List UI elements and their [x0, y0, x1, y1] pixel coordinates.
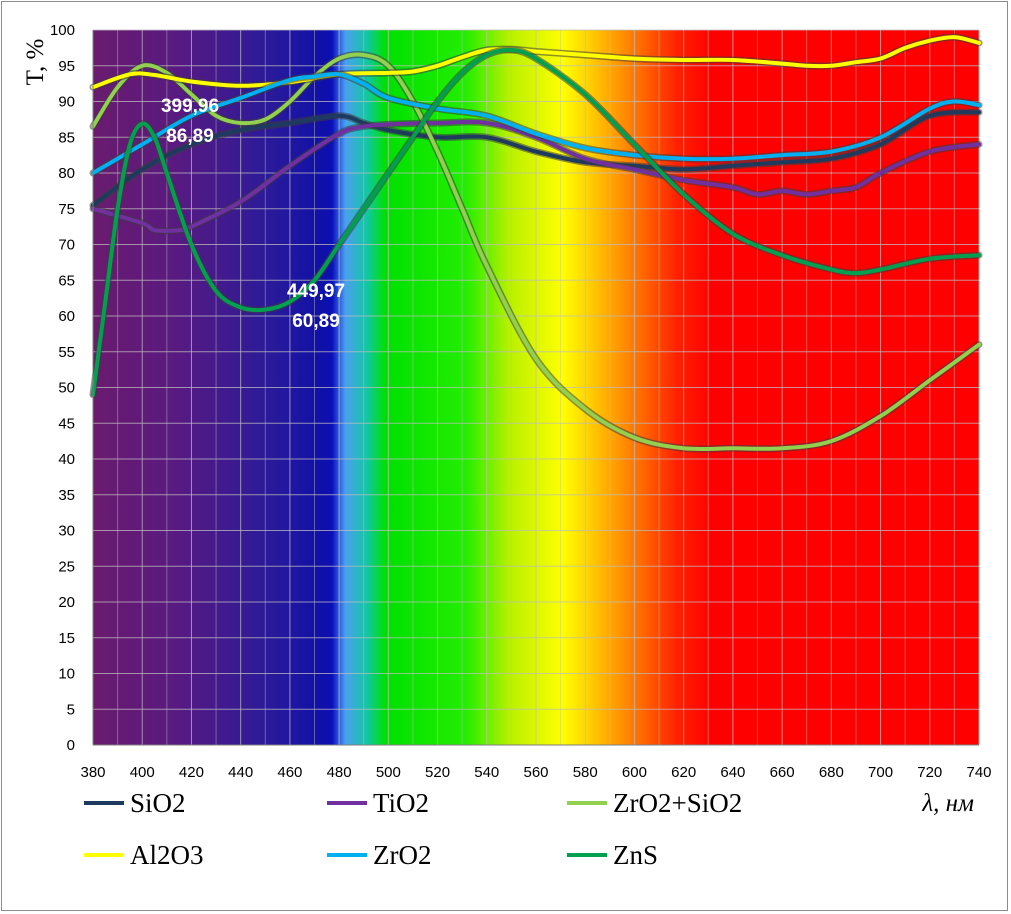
axes: 0 5 10 15 20 25 30 35 40 45 50 55 60 65 70 75 80 85 90 95 10…	[22, 22, 992, 817]
y-tick-label: 60	[58, 308, 75, 325]
legend-label-zns: ZnS	[613, 840, 658, 870]
x-tick-label: 660	[770, 764, 795, 781]
x-tick-label: 460	[277, 764, 302, 781]
y-tick-label: 45	[58, 415, 75, 432]
x-axis-title: λ, нм	[921, 790, 974, 817]
series-line-al2o3	[91, 35, 981, 90]
x-tick-label: 720	[917, 764, 942, 781]
legend-label-al2o3: Al2O3	[130, 840, 204, 870]
y-tick-label: 10	[58, 666, 75, 683]
annotation-x: 399,96	[161, 96, 219, 117]
series-line-zns	[91, 47, 981, 397]
y-tick-label: 30	[58, 523, 75, 540]
x-tick-label: 740	[966, 764, 991, 781]
y-tick-label: 15	[58, 630, 75, 647]
x-tick-label: 600	[622, 764, 647, 781]
y-tick-label: 40	[58, 451, 75, 468]
y-tick-label: 20	[58, 594, 75, 611]
x-tick-label: 580	[573, 764, 598, 781]
y-tick-label: 55	[58, 344, 75, 361]
y-tick-label: 25	[58, 558, 75, 575]
x-tick-label: 480	[327, 764, 352, 781]
y-tick-label: 65	[58, 272, 75, 289]
x-tick-label: 620	[671, 764, 696, 781]
legend-label-zro2-sio2: ZrO2+SiO2	[613, 788, 742, 818]
annotation-y: 60,89	[292, 311, 340, 332]
y-tick-label: 100	[50, 22, 75, 39]
annotation-y: 86,89	[166, 126, 214, 147]
y-tick-label: 70	[58, 237, 75, 254]
annotations: 399,96 86,89 449,97 60,89	[161, 96, 345, 332]
x-tick-label: 680	[819, 764, 844, 781]
y-tick-label: 85	[58, 129, 75, 146]
x-tick-label: 640	[720, 764, 745, 781]
x-tick-label: 420	[179, 764, 204, 781]
legend-label-tio2: TiO2	[373, 788, 429, 818]
x-tick-label: 500	[376, 764, 401, 781]
x-tick-label: 520	[425, 764, 450, 781]
series-lines	[89, 33, 983, 453]
x-tick-label: 540	[474, 764, 499, 781]
y-tick-label: 75	[58, 201, 75, 218]
legend-label-zro2: ZrO2	[373, 840, 431, 870]
y-tick-label: 0	[67, 737, 75, 754]
x-tick-label: 700	[868, 764, 893, 781]
legend: SiO2 TiO2 ZrO2+SiO2 Al2O3 ZrO2 ZnS	[84, 788, 742, 870]
y-tick-label: 80	[58, 165, 75, 182]
series-line-zro2	[91, 71, 981, 175]
x-tick-label: 560	[523, 764, 548, 781]
y-tick-label: 50	[58, 380, 75, 397]
x-tick-label: 440	[228, 764, 253, 781]
y-tick-label: 5	[67, 701, 75, 718]
annotation-x: 449,97	[287, 281, 345, 302]
series-line-sio2	[91, 110, 981, 208]
y-tick-label: 90	[58, 94, 75, 111]
y-tick-label: 35	[58, 487, 75, 504]
legend-label-sio2: SiO2	[130, 788, 186, 818]
y-tick-label: 95	[58, 58, 75, 75]
x-tick-label: 380	[80, 764, 105, 781]
x-tick-label: 400	[130, 764, 155, 781]
y-axis-title: T, %	[22, 39, 49, 86]
